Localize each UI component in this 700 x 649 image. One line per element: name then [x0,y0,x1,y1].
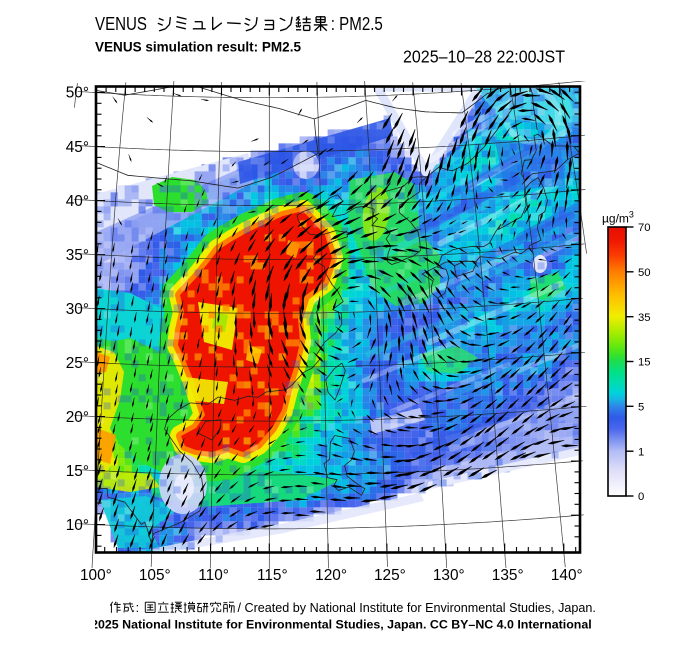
svg-text:15°: 15° [66,463,89,480]
svg-text:140°: 140° [551,567,583,584]
svg-text:VENUS: VENUS [95,14,147,34]
svg-text:25°: 25° [66,355,89,372]
svg-text:70: 70 [638,222,651,234]
svg-text:: PM2.5: : PM2.5 [331,14,383,34]
svg-text:40°: 40° [66,193,89,210]
svg-text:VENUS simulation result: PM2.5: VENUS simulation result: PM2.5 [95,40,301,55]
svg-text:120°: 120° [315,567,347,584]
svg-text:50: 50 [638,267,651,279]
svg-text:50°: 50° [66,85,89,102]
svg-text:115°: 115° [257,567,288,584]
svg-text::: : [136,601,140,615]
svg-text:5: 5 [638,402,644,414]
svg-text:45°: 45° [66,139,89,156]
svg-text:110°: 110° [198,567,229,584]
svg-text:35°: 35° [66,247,89,264]
svg-text:30°: 30° [66,301,89,318]
svg-text:35: 35 [638,312,651,324]
svg-text:2025–10–28 22:00JST: 2025–10–28 22:00JST [403,47,565,67]
svg-text:100°: 100° [80,567,112,584]
svg-text:20°: 20° [66,409,89,426]
svg-text:125°: 125° [374,567,406,584]
svg-text:130°: 130° [433,567,465,584]
svg-text:0: 0 [638,491,644,503]
svg-text:©2025 National Institute for E: ©2025 National Institute for Environment… [82,618,592,632]
svg-text:µg/m3: µg/m3 [602,210,634,226]
svg-text:10°: 10° [66,517,89,534]
svg-text:15: 15 [638,357,651,369]
svg-text:105°: 105° [139,567,171,584]
svg-text:135°: 135° [492,567,524,584]
svg-text:/ Created by National Institut: / Created by National Institute for Envi… [238,601,596,615]
svg-text:1: 1 [638,446,644,458]
